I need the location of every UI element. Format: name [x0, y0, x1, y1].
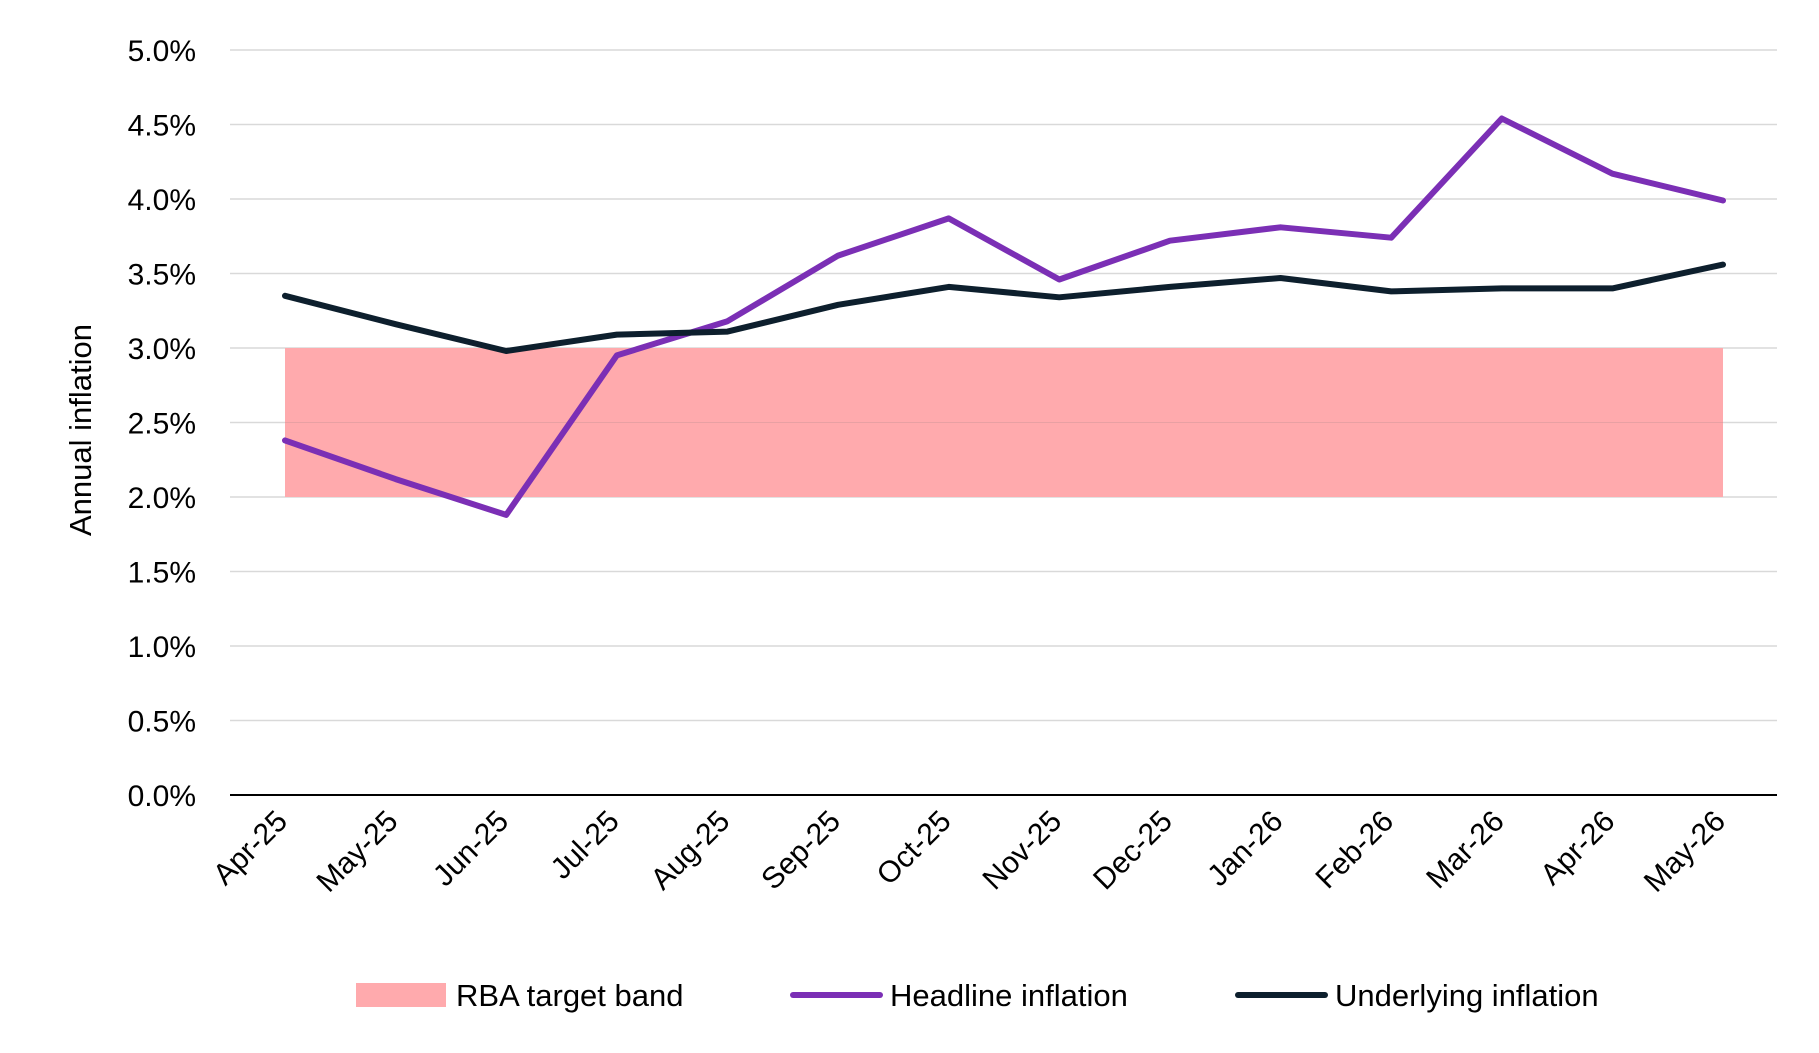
legend-label-band: RBA target band: [456, 978, 684, 1013]
x-tick-label: Aug-25: [645, 805, 737, 897]
x-tick-label: Sep-25: [755, 805, 847, 897]
legend-label-series-1: Underlying inflation: [1335, 978, 1599, 1013]
x-tick-label: Jun-25: [427, 805, 515, 893]
x-tick-label: Dec-25: [1087, 805, 1179, 897]
x-tick-label: Apr-25: [207, 805, 294, 892]
target-band-area: [285, 348, 1723, 497]
x-tick-label: May-25: [310, 805, 404, 899]
x-tick-label: Mar-26: [1420, 805, 1511, 896]
legend-swatch-band: [356, 983, 446, 1007]
legend-label-series-0: Headline inflation: [890, 978, 1128, 1013]
series-line-0: [282, 115, 1726, 518]
legend: RBA target band Headline inflation Underly…: [356, 978, 1599, 1013]
y-tick-label: 3.0%: [128, 333, 196, 366]
y-tick-label: 4.5%: [128, 110, 196, 143]
y-tick-label: 5.0%: [128, 35, 196, 68]
x-tick-label: Feb-26: [1310, 805, 1401, 896]
y-tick-label: 2.0%: [128, 482, 196, 515]
y-tick-label: 4.0%: [128, 184, 196, 217]
x-tick-label: Jul-25: [545, 805, 626, 886]
series-line-1: [282, 261, 1726, 354]
x-tick-label: May-26: [1638, 805, 1732, 899]
y-axis-title: Annual inflation: [63, 324, 98, 536]
x-tick-label: Jan-26: [1201, 805, 1289, 893]
x-tick-label: Oct-25: [871, 805, 958, 892]
y-tick-label: 1.5%: [128, 557, 196, 590]
series-lines: [282, 115, 1726, 518]
x-tick-label: Nov-25: [977, 805, 1069, 897]
y-tick-label: 1.0%: [128, 631, 196, 664]
x-tick-label: Apr-26: [1534, 805, 1621, 892]
y-tick-label: 0.0%: [128, 780, 196, 813]
y-tick-label: 2.5%: [128, 408, 196, 441]
y-tick-label: 0.5%: [128, 706, 196, 739]
y-tick-label: 3.5%: [128, 259, 196, 292]
